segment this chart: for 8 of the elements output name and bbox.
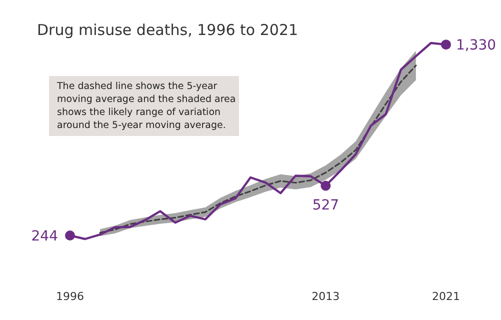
x-tick-label: 1996 [56, 290, 84, 303]
data-label: 527 [312, 198, 340, 214]
annotation: The dashed line shows the 5-year moving average and the shaded area shows the likely range of variation around the 5-year moving average. [56, 81, 236, 131]
chart-title: Drug misuse deaths, 1996 to 2021 [37, 21, 298, 39]
x-tick-label: 2013 [312, 290, 340, 303]
data-label: 244 [31, 228, 58, 244]
x-tick-label: 2021 [432, 290, 460, 303]
data-label: 1,330 [456, 38, 496, 54]
